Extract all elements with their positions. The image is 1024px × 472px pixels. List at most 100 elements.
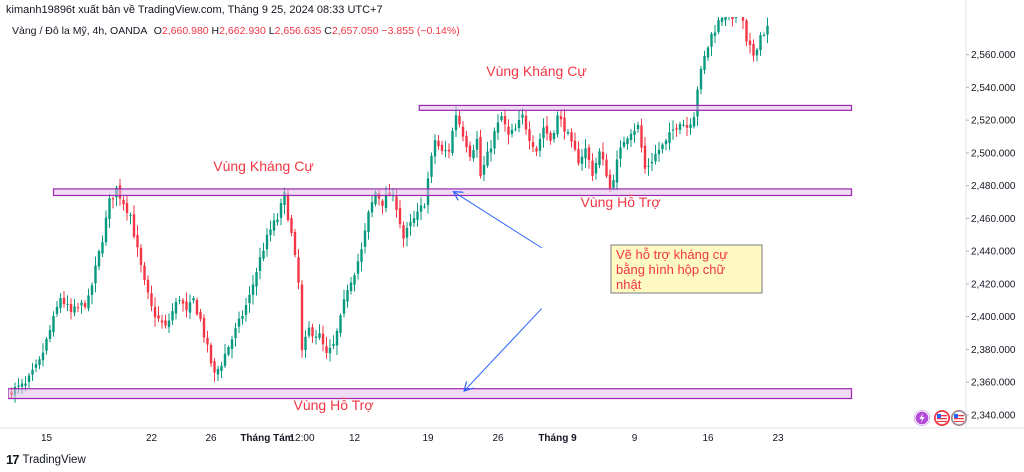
lightning-icon[interactable] bbox=[914, 410, 930, 426]
candle-body bbox=[650, 162, 654, 164]
candle-body bbox=[62, 297, 66, 305]
y-tick-label: 2,340.000 bbox=[971, 410, 1016, 421]
symbol-name: Vàng / Đô la Mỹ, 4h, OANDA bbox=[12, 25, 147, 37]
candle-body bbox=[178, 299, 181, 301]
candle-body bbox=[521, 114, 524, 118]
candle-body bbox=[101, 242, 104, 254]
us-flag-icon-2[interactable] bbox=[951, 410, 967, 426]
candle-body bbox=[731, 17, 734, 20]
candle-body bbox=[167, 320, 171, 328]
candle-body bbox=[262, 250, 265, 259]
candle-body bbox=[185, 301, 188, 311]
symbol-legend: Vàng / Đô la Mỹ, 4h, OANDA O2,660.980 H2… bbox=[12, 25, 460, 37]
x-tick-label: 19 bbox=[422, 433, 434, 444]
candle-body bbox=[682, 124, 685, 126]
candle-body bbox=[664, 140, 668, 145]
us-flag-icon[interactable] bbox=[934, 410, 950, 426]
x-tick-label: 23 bbox=[772, 433, 784, 444]
candle-body bbox=[325, 346, 328, 353]
candle-body bbox=[447, 149, 451, 152]
candle-body bbox=[412, 218, 416, 223]
high-label: H bbox=[211, 25, 220, 37]
candle-body bbox=[265, 234, 269, 250]
x-tick-label: Tháng 9 bbox=[538, 433, 577, 444]
candle-body bbox=[328, 347, 332, 354]
y-tick-label: 2,520.000 bbox=[971, 116, 1016, 127]
candle-body bbox=[202, 318, 206, 338]
high-value: 2,662.930 bbox=[219, 25, 266, 37]
note-line: nhật bbox=[616, 277, 642, 292]
candle-body bbox=[363, 230, 367, 247]
candle-body bbox=[416, 211, 419, 220]
candle-body bbox=[556, 115, 559, 135]
candle-body bbox=[346, 290, 349, 302]
candle-body bbox=[738, 3, 740, 6]
candle-body bbox=[216, 368, 220, 375]
y-tick-label: 2,540.000 bbox=[971, 83, 1016, 94]
candle-body bbox=[535, 148, 538, 152]
zone-label: Vùng Kháng Cự bbox=[486, 63, 586, 79]
candle-body bbox=[755, 49, 759, 56]
candle-body bbox=[300, 284, 304, 351]
candle-body bbox=[661, 144, 664, 150]
candle-body bbox=[129, 215, 132, 217]
candle-body bbox=[146, 279, 150, 293]
candle-body bbox=[181, 300, 185, 304]
attribution-line: kimanh19896t xuất bản về TradingView.com… bbox=[6, 4, 383, 16]
candle-body bbox=[636, 124, 640, 130]
candle-body bbox=[573, 140, 577, 150]
candle-body bbox=[209, 344, 213, 364]
candle-body bbox=[199, 312, 202, 319]
candle-body bbox=[20, 383, 24, 387]
candle-body bbox=[489, 148, 493, 153]
candle-body bbox=[433, 140, 437, 157]
candle-body bbox=[538, 138, 542, 151]
note-line: bằng hình hộp chữ bbox=[616, 262, 725, 277]
candle-body bbox=[17, 385, 20, 387]
x-tick-label: 26 bbox=[205, 433, 217, 444]
candle-body bbox=[622, 142, 626, 147]
zone-resistance_top bbox=[418, 104, 853, 111]
candle-body bbox=[458, 115, 461, 125]
candles-group bbox=[8, 3, 853, 403]
candle-body bbox=[759, 35, 762, 51]
note-box bbox=[610, 244, 763, 294]
candle-body bbox=[699, 68, 703, 90]
candle-body bbox=[496, 122, 500, 133]
candle-body bbox=[24, 383, 27, 386]
candle-body bbox=[195, 300, 199, 315]
candle-body bbox=[545, 125, 549, 134]
x-tick-label: Tháng Tám bbox=[240, 433, 293, 444]
candle-body bbox=[468, 145, 472, 157]
candle-body bbox=[689, 124, 692, 129]
candle-body bbox=[552, 132, 556, 140]
candle-body bbox=[668, 132, 671, 143]
candle-body bbox=[587, 147, 591, 160]
candle-body bbox=[437, 140, 440, 147]
candle-body bbox=[745, 20, 748, 42]
candle-body bbox=[108, 198, 111, 219]
candle-body bbox=[335, 330, 339, 346]
x-tick-label: 16 bbox=[702, 433, 714, 444]
candle-body bbox=[192, 298, 195, 301]
candle-body bbox=[244, 305, 248, 315]
candle-body bbox=[164, 320, 167, 326]
candle-body bbox=[444, 150, 447, 152]
candle-body bbox=[139, 247, 143, 265]
candle-body bbox=[87, 295, 90, 309]
annotation-arrow bbox=[465, 308, 543, 390]
candle-body bbox=[160, 320, 164, 323]
candle-body bbox=[629, 133, 633, 140]
candle-body bbox=[241, 315, 244, 320]
candle-body bbox=[272, 220, 276, 231]
candle-body bbox=[507, 126, 510, 135]
candle-body bbox=[332, 343, 335, 346]
low-value: 2,656.635 bbox=[274, 25, 322, 37]
candle-body bbox=[678, 124, 682, 130]
candle-body bbox=[213, 361, 216, 373]
tradingview-logo-icon: 17 bbox=[6, 452, 20, 467]
y-tick-label: 2,420.000 bbox=[971, 279, 1016, 290]
candle-body bbox=[125, 203, 129, 213]
candle-body bbox=[472, 150, 475, 159]
